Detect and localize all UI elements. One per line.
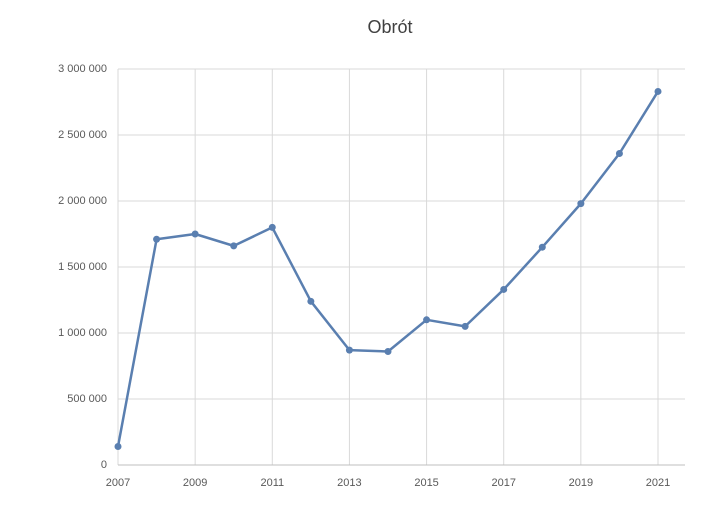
x-tick-label: 2011 xyxy=(260,477,284,489)
data-point xyxy=(577,200,585,208)
y-tick-label: 0 xyxy=(101,459,107,471)
data-point xyxy=(114,443,122,451)
y-tick-label: 1 000 000 xyxy=(58,327,107,339)
x-tick-label: 2015 xyxy=(414,477,438,489)
data-point xyxy=(654,87,662,95)
y-tick-label: 2 500 000 xyxy=(58,129,107,141)
x-tick-label: 2017 xyxy=(491,477,515,489)
data-point xyxy=(153,235,161,243)
series-line xyxy=(116,90,660,447)
data-point xyxy=(615,149,623,157)
data-point xyxy=(307,297,315,305)
y-tick-label: 500 000 xyxy=(67,393,107,405)
data-point xyxy=(230,242,238,250)
data-point xyxy=(384,347,392,355)
data-point xyxy=(191,230,199,238)
x-tick-label: 2009 xyxy=(183,477,207,489)
x-tick-label: 2019 xyxy=(569,477,593,489)
x-tick-label: 2021 xyxy=(646,477,670,489)
data-point xyxy=(461,322,469,330)
data-point xyxy=(500,285,508,293)
data-point xyxy=(345,346,353,354)
y-tick-label: 1 500 000 xyxy=(58,261,107,273)
x-tick-label: 2007 xyxy=(106,477,130,489)
chart-title: Obrót xyxy=(367,17,412,37)
y-tick-label: 3 000 000 xyxy=(58,63,107,75)
data-point xyxy=(423,316,431,324)
data-point xyxy=(538,243,546,251)
data-point xyxy=(268,223,276,231)
y-tick-label: 2 000 000 xyxy=(58,195,107,207)
x-tick-label: 2013 xyxy=(337,477,361,489)
